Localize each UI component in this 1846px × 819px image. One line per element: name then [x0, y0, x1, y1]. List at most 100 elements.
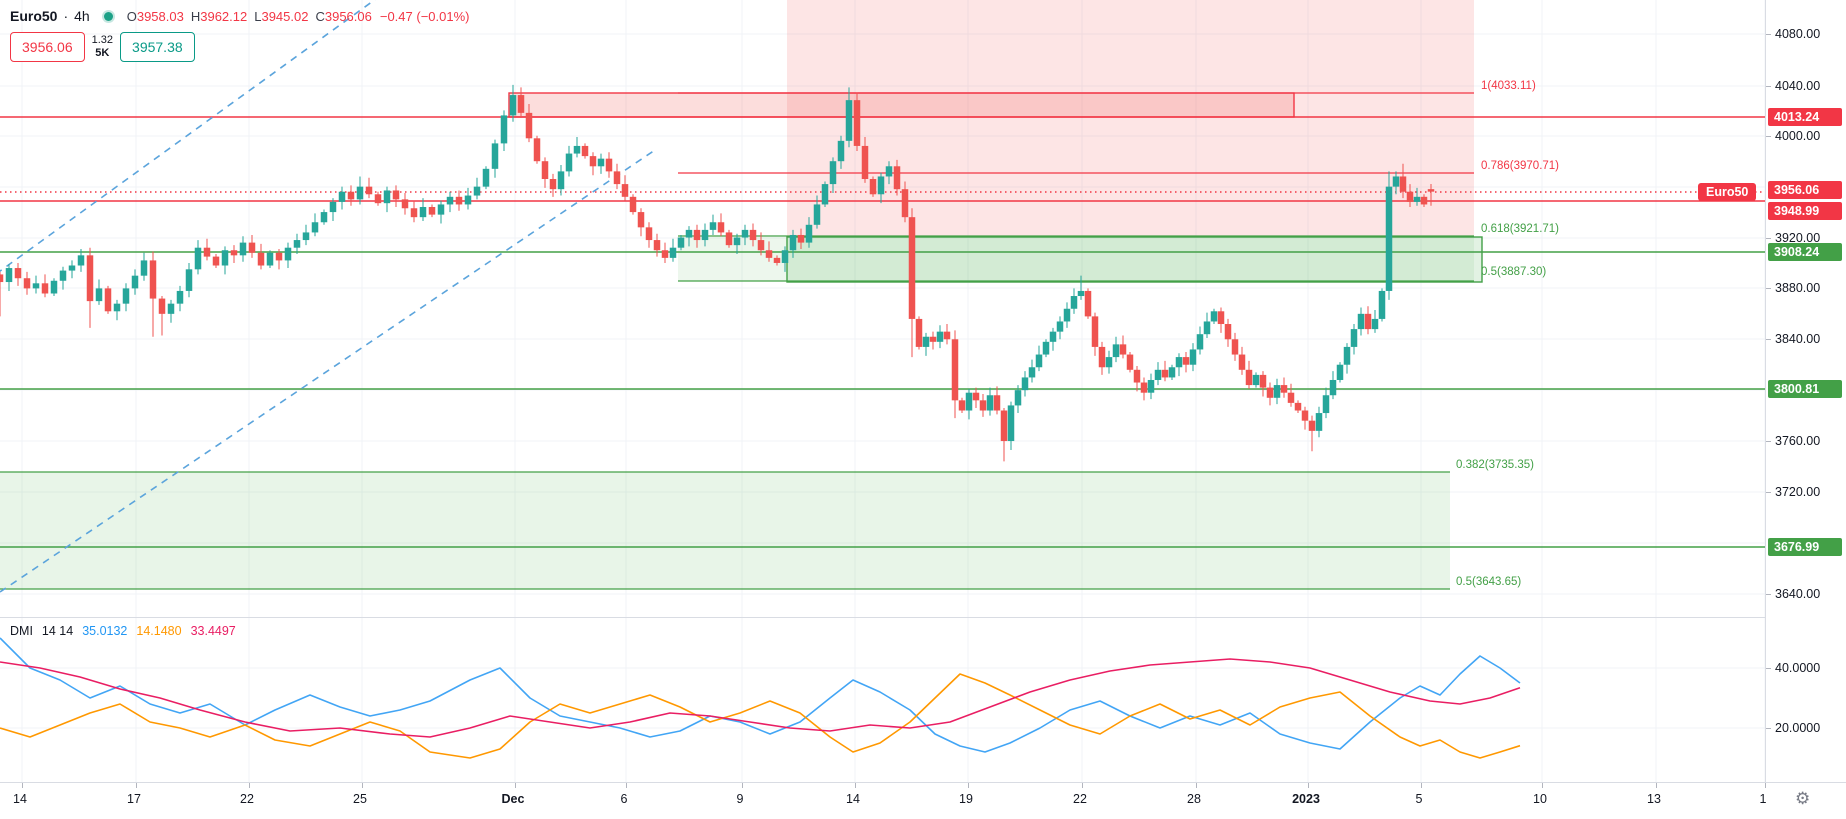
candle-body	[1091, 316, 1099, 347]
candle-body	[661, 250, 669, 258]
ohlc-value: 3945.02	[261, 8, 309, 24]
candle-body	[915, 318, 923, 347]
lot-size[interactable]: 5K	[95, 47, 110, 59]
buy-button[interactable]: 3957.38	[120, 32, 195, 62]
candle-body	[203, 247, 211, 257]
time-scale[interactable]: ⚙ 14 17 22 25 Dec 6 9 14 19 22 28 2023 5 10 13 1	[0, 782, 1846, 819]
candle-body	[1133, 369, 1141, 383]
candle-body	[1420, 196, 1428, 205]
candle-body	[1252, 374, 1260, 386]
candle-body	[1301, 410, 1309, 421]
price-tick	[1766, 668, 1771, 669]
dmi-params: 14 14	[41, 624, 74, 638]
candle-body	[104, 288, 112, 312]
time-axis-label: 19	[959, 792, 973, 806]
time-axis-label: 5	[1415, 792, 1423, 806]
price-axis-label: 3880.00	[1775, 281, 1821, 295]
candle-body	[1021, 377, 1029, 391]
candle-body	[491, 143, 499, 169]
price-scale[interactable]: 4080.00 4040.00 4000.00 3920.00 3880.00 3840.…	[1765, 0, 1846, 782]
candle-body	[50, 280, 58, 294]
symbol-legend: Euro50 · 4h O3958.03 H3962.12 L3945.02 C395…	[10, 8, 469, 24]
candle-body	[1406, 191, 1414, 202]
candle-body	[958, 400, 966, 411]
candle-body	[565, 153, 573, 172]
candle-body	[951, 339, 959, 401]
sell-button[interactable]: 3956.06	[10, 32, 85, 62]
candle-body	[629, 196, 637, 213]
fib-level-label: 0.618(3921.71)	[1481, 223, 1560, 235]
candle-body	[1336, 364, 1344, 380]
candle-body	[1014, 390, 1022, 406]
time-axis-label: 1	[1759, 792, 1767, 806]
candle-body	[194, 247, 202, 270]
candle-body	[1343, 346, 1351, 365]
time-tick	[1196, 783, 1197, 788]
candle-body	[1112, 344, 1120, 358]
candle-body	[741, 229, 749, 238]
candle-body	[581, 145, 589, 157]
interval-label[interactable]: 4h	[74, 8, 90, 24]
time-tick	[1656, 783, 1657, 788]
candle-body	[869, 179, 877, 195]
candle-body	[805, 224, 813, 243]
candle-body	[1350, 329, 1358, 347]
candle-body	[605, 158, 613, 172]
candle-body	[1378, 290, 1386, 319]
price-level-badge: 3948.99	[1768, 202, 1842, 220]
candle-body	[1161, 369, 1169, 378]
candle-body	[1084, 290, 1092, 317]
candle-body	[533, 138, 541, 162]
candle-body	[1035, 354, 1043, 368]
candle-body	[645, 227, 653, 241]
candle-body	[733, 237, 741, 246]
scale-settings-gear-icon[interactable]: ⚙	[1795, 789, 1811, 809]
candle-body	[861, 145, 869, 180]
candle-body	[446, 196, 454, 205]
candle-body	[757, 240, 765, 251]
candle-body	[1070, 296, 1078, 309]
price-tick	[1766, 238, 1771, 239]
candle-body	[773, 257, 781, 263]
candle-body	[419, 206, 427, 218]
candle-body	[1042, 341, 1050, 355]
time-tick	[626, 783, 627, 788]
candle-body	[1217, 311, 1225, 325]
candle-body	[1210, 311, 1218, 322]
candle-body	[845, 100, 853, 141]
dmi-title[interactable]: DMI	[10, 624, 33, 638]
candle-body	[1175, 357, 1183, 368]
price-tick	[1766, 492, 1771, 493]
time-tick	[1765, 783, 1766, 788]
candle-body	[1154, 369, 1162, 380]
time-tick	[515, 783, 516, 788]
candle-body	[293, 240, 301, 248]
price-tick	[1766, 34, 1771, 35]
candle-body	[557, 171, 565, 190]
ohlc-item: H3962.12	[191, 9, 247, 24]
price-axis-label: 3760.00	[1775, 434, 1821, 448]
candle-body	[1189, 349, 1197, 365]
candle-body	[693, 229, 701, 241]
candle-body	[908, 217, 916, 319]
candle-body	[1203, 321, 1211, 335]
ohlc-key: O	[126, 8, 137, 24]
candle-body	[239, 242, 247, 256]
candle-body	[1063, 308, 1071, 322]
price-axis-label: 20.0000	[1775, 721, 1821, 735]
time-tick	[22, 783, 23, 788]
candle-body	[86, 255, 94, 302]
candle-body	[701, 229, 709, 241]
candle-body	[1427, 189, 1435, 192]
symbol-name[interactable]: Euro50	[10, 8, 58, 24]
candle-body	[1182, 357, 1190, 365]
candle-body	[621, 184, 629, 197]
candle-body	[500, 115, 508, 144]
candle-body	[1322, 395, 1330, 414]
time-tick	[1308, 783, 1309, 788]
pane-separator[interactable]	[0, 617, 1846, 618]
candle-body	[176, 290, 184, 304]
candle-body	[329, 201, 337, 213]
